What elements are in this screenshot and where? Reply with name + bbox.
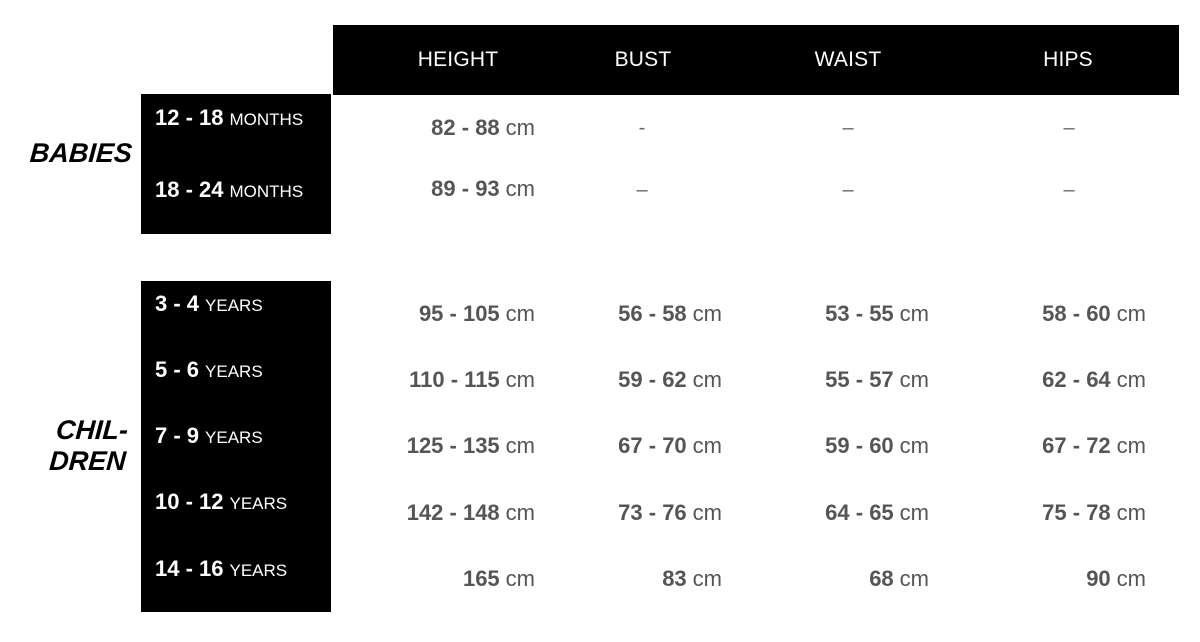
children-hips-cell: 58 - 60 cm — [1042, 301, 1146, 326]
group-label-children: CHIL- DREN — [48, 415, 130, 476]
table-header: HEIGHT BUST WAIST HIPS — [333, 25, 1179, 95]
children-height-cell: 110 - 115 cm — [409, 367, 535, 392]
age-label: 14 - 16 YEARS — [155, 556, 288, 581]
column-header-hips: HIPS — [1043, 48, 1093, 71]
age-label: 3 - 4 YEARS — [155, 291, 263, 316]
children-height-cell: 125 - 135 cm — [406, 433, 535, 458]
children-height-cell: 165 cm — [462, 566, 535, 591]
children-waist-cell: 55 - 57 cm — [825, 367, 929, 392]
age-label: 7 - 9 YEARS — [155, 423, 263, 448]
children-waist-cell: 53 - 55 cm — [825, 301, 929, 326]
children-bust-cell: 73 - 76 cm — [618, 500, 722, 525]
babies-height-cell: 82 - 88 cm — [431, 115, 535, 140]
children-bust-cell: 56 - 58 cm — [618, 301, 722, 326]
babies-hips-cell: – — [1063, 117, 1075, 139]
children-bust-cell: 83 cm — [662, 566, 722, 591]
babies-age-block: 12 - 18 MONTHS 18 - 24 MONTHS — [141, 94, 331, 234]
children-hips-cell: 62 - 64 cm — [1042, 367, 1146, 392]
age-label: 12 - 18 MONTHS — [155, 105, 304, 130]
children-waist-cell: 68 cm — [869, 566, 929, 591]
children-hips-cell: 75 - 78 cm — [1042, 500, 1146, 525]
babies-bust-cell: - — [638, 117, 646, 139]
column-header-height: HEIGHT — [417, 48, 499, 71]
children-hips-cell: 90 cm — [1086, 566, 1146, 591]
column-header-waist: WAIST — [814, 48, 882, 71]
age-label: 18 - 24 MONTHS — [155, 177, 304, 202]
babies-hips-cell: – — [1063, 179, 1075, 201]
children-age-block: 3 - 4 YEARS 5 - 6 YEARS 7 - 9 YEARS 10 - 12… — [141, 281, 331, 612]
children-height-cell: 95 - 105 cm — [418, 301, 535, 326]
group-label-babies: BABIES — [28, 138, 134, 168]
children-height-cell: 142 - 148 cm — [406, 500, 535, 525]
children-waist-cell: 59 - 60 cm — [825, 433, 929, 458]
babies-waist-cell: – — [842, 117, 854, 139]
children-hips-cell: 67 - 72 cm — [1042, 433, 1146, 458]
children-waist-cell: 64 - 65 cm — [825, 500, 929, 525]
babies-bust-cell: – — [636, 179, 648, 201]
children-bust-cell: 67 - 70 cm — [618, 433, 722, 458]
column-header-bust: BUST — [614, 48, 672, 71]
age-label: 10 - 12 YEARS — [155, 489, 288, 514]
babies-height-cell: 89 - 93 cm — [431, 176, 535, 201]
children-bust-cell: 59 - 62 cm — [618, 367, 722, 392]
age-label: 5 - 6 YEARS — [155, 357, 263, 382]
babies-waist-cell: – — [842, 179, 854, 201]
